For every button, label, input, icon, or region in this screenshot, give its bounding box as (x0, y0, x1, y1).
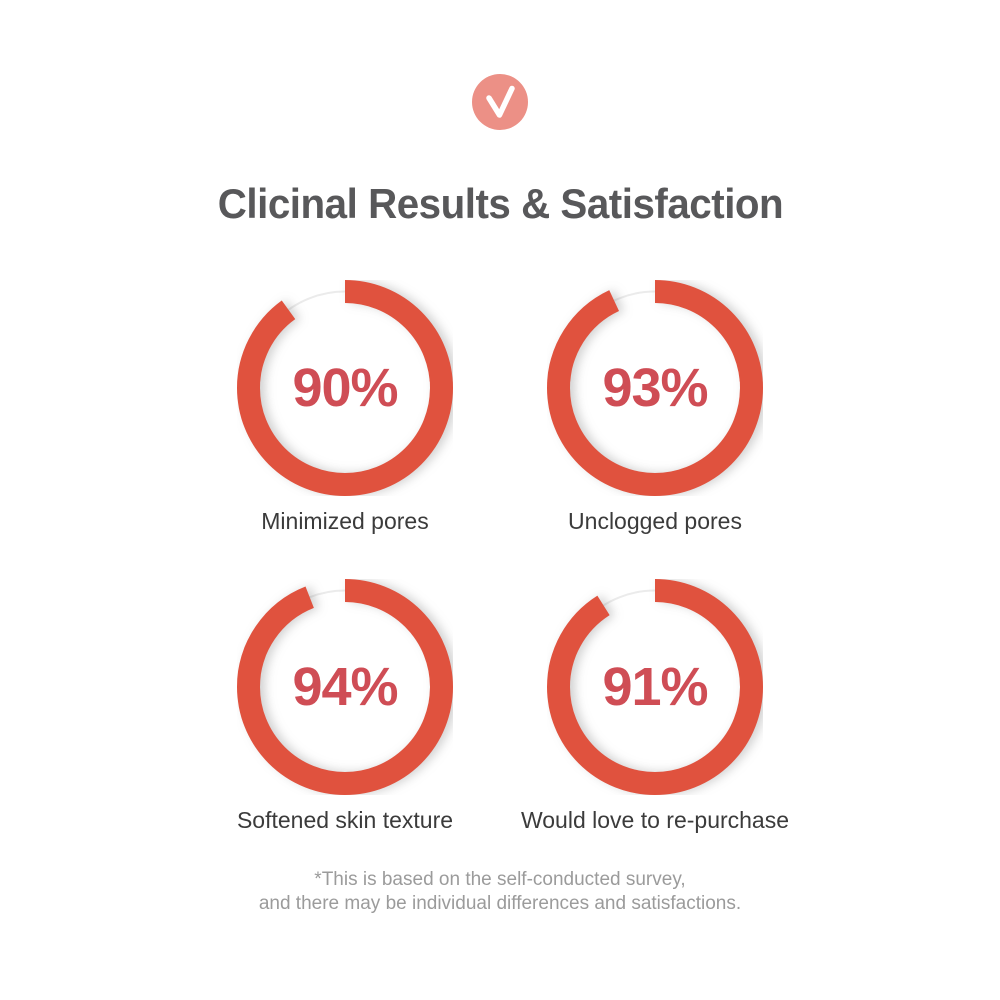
gauge-grid: 90% Minimized pores 93% Unclogged pores … (190, 280, 810, 834)
footnote: *This is based on the self-conducted sur… (259, 868, 741, 916)
donut-gauge: 91% (547, 579, 763, 795)
check-icon (472, 74, 528, 130)
gauge-value: 90% (292, 358, 398, 418)
gauge-label: Minimized pores (261, 508, 429, 534)
donut-gauge-svg (547, 280, 763, 496)
gauge-value: 94% (292, 657, 398, 717)
donut-gauge: 93% (547, 280, 763, 496)
gauge-would-repurchase: 91% Would love to re-purchase (500, 579, 810, 834)
donut-gauge-svg (237, 280, 453, 496)
gauge-minimized-pores: 90% Minimized pores (190, 280, 500, 535)
gauge-value: 91% (602, 657, 708, 717)
donut-gauge-svg (237, 579, 453, 795)
donut-gauge-svg (547, 579, 763, 795)
gauge-value: 93% (602, 358, 708, 418)
page-title: Clicinal Results & Satisfaction (217, 180, 783, 227)
gauge-label: Would love to re-purchase (520, 807, 790, 833)
gauge-softened-skin-texture: 94% Softened skin texture (190, 579, 500, 834)
gauge-label: Unclogged pores (568, 508, 742, 534)
footnote-line-2: and there may be individual differences … (258, 893, 742, 914)
donut-gauge: 94% (237, 579, 453, 795)
gauge-label: Softened skin texture (236, 807, 454, 833)
donut-gauge: 90% (237, 280, 453, 496)
gauge-unclogged-pores: 93% Unclogged pores (500, 280, 810, 535)
footnote-line-1: *This is based on the self-conducted sur… (314, 869, 686, 890)
